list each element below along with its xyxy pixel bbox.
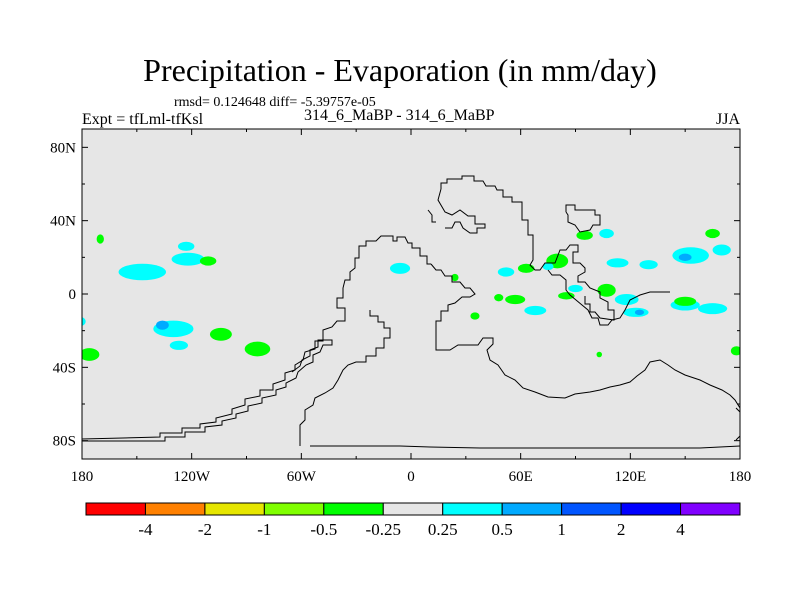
- anomaly-patch: [596, 351, 603, 358]
- anomaly-patch: [634, 309, 645, 316]
- case-label: 314_6_MaBP - 314_6_MaBP: [304, 107, 495, 124]
- y-tick-label: 0: [69, 287, 77, 303]
- anomaly-patch: [171, 252, 205, 266]
- rmsd-diff-stats: rmsd= 0.124648 diff= -5.39757e-05: [174, 95, 376, 110]
- coastline-siberia: [565, 204, 601, 233]
- colorbar-swatch: [680, 502, 741, 516]
- season-label: JJA: [716, 111, 741, 128]
- colorbar-swatch: [561, 502, 622, 516]
- anomaly-patch: [470, 312, 480, 320]
- coastline-iberia: [427, 209, 436, 223]
- colorbar-label: -1: [257, 520, 271, 539]
- colorbar-swatch: [204, 502, 265, 516]
- x-tick-label: 60E: [509, 469, 533, 485]
- x-tick-label: 180: [71, 469, 94, 485]
- coastline-antarctica: [310, 445, 740, 449]
- chart-title: Precipitation - Evaporation (in mm/day): [143, 52, 657, 88]
- coastline-india-se-asia: [547, 269, 670, 326]
- y-tick-label: 40N: [50, 214, 76, 230]
- coastline-arctic: [437, 188, 486, 234]
- anomaly-patch: [451, 273, 459, 282]
- colorbar-swatch: [263, 502, 325, 516]
- coastline-australia: [735, 407, 740, 441]
- anomaly-patch: [730, 346, 740, 356]
- x-tick-label: 120W: [173, 469, 211, 485]
- coastline-africa-west: [430, 263, 740, 409]
- anomaly-patch: [244, 341, 271, 357]
- anomaly-patch: [82, 317, 86, 326]
- anomaly-patch: [597, 283, 616, 297]
- y-tick-label: 80S: [53, 434, 76, 450]
- anomaly-patch: [674, 296, 697, 306]
- colorbar-label: -0.5: [310, 520, 337, 539]
- anomaly-patch: [639, 260, 658, 270]
- coastline-americas: [82, 235, 431, 440]
- anomaly-patch: [712, 244, 731, 256]
- axes-layer: 180 120W 60W 0 60E 120E 180 80N 40N 0 40S 80S: [50, 129, 751, 485]
- anomaly-patch: [558, 292, 575, 300]
- anomaly-patch: [568, 284, 583, 293]
- anomaly-patch: [599, 228, 614, 239]
- anomaly-patch: [177, 241, 195, 251]
- colorbar-label: 0.5: [492, 520, 513, 539]
- y-tick-label: 40S: [53, 360, 76, 376]
- anomaly-patch: [505, 294, 526, 305]
- coastline-africa-eurasia: [440, 175, 615, 321]
- anomaly-patch: [118, 263, 167, 281]
- colorbar-swatch: [501, 502, 563, 516]
- anomaly-patch: [497, 267, 515, 277]
- anomaly-patch: [542, 262, 554, 271]
- anomaly-patch: [576, 230, 593, 240]
- colorbar-swatch: [85, 502, 146, 516]
- y-tick-label: 80N: [50, 140, 76, 156]
- anomaly-patch: [614, 294, 639, 305]
- anomaly-patch: [82, 348, 100, 361]
- x-tick-label: 0: [407, 469, 415, 485]
- colorbar-swatch: [144, 502, 206, 516]
- anomaly-patch: [705, 228, 720, 239]
- anomaly-patch: [517, 263, 535, 273]
- anomaly-patch: [199, 256, 217, 266]
- anomaly-patch: [494, 294, 504, 302]
- x-tick-label: 180: [729, 469, 752, 485]
- coastline-antarctic-peninsula: [82, 339, 333, 442]
- anomaly-patch: [169, 340, 189, 350]
- x-tick-label: 120E: [614, 469, 646, 485]
- colorbar-label: -4: [138, 520, 153, 539]
- colorbar-label: 1: [557, 520, 566, 539]
- anomaly-patch: [678, 253, 692, 261]
- colorbar-label: 4: [676, 520, 685, 539]
- colorbar-swatch: [620, 502, 682, 516]
- x-tick-label: 60W: [287, 469, 317, 485]
- colorbar-swatch: [323, 502, 384, 516]
- plot-background: [82, 129, 740, 459]
- coastline-south-america-tip: [299, 310, 391, 446]
- anomaly-patch: [697, 303, 728, 315]
- colorbar: -4 -2 -1 -0.5 -0.25 0.25 0.5 1 2 4: [85, 502, 741, 539]
- anomaly-patch: [156, 320, 169, 330]
- anomaly-layer: [82, 228, 740, 361]
- anomaly-patch: [389, 262, 411, 274]
- colorbar-label: 0.25: [428, 520, 458, 539]
- anomaly-patch: [96, 234, 104, 244]
- colorbar-swatch: [382, 502, 444, 516]
- colorbar-swatch: [442, 502, 503, 516]
- colorbar-label: 2: [617, 520, 626, 539]
- coastline-europe-north: [440, 176, 463, 189]
- colorbar-label: -0.25: [366, 520, 401, 539]
- anomaly-patch: [209, 327, 232, 341]
- coastline-layer: [82, 175, 740, 449]
- colorbar-label: -2: [198, 520, 212, 539]
- experiment-label: Expt = tfLml-tfKsl: [82, 111, 204, 128]
- anomaly-patch: [606, 258, 629, 268]
- anomaly-patch: [524, 305, 547, 316]
